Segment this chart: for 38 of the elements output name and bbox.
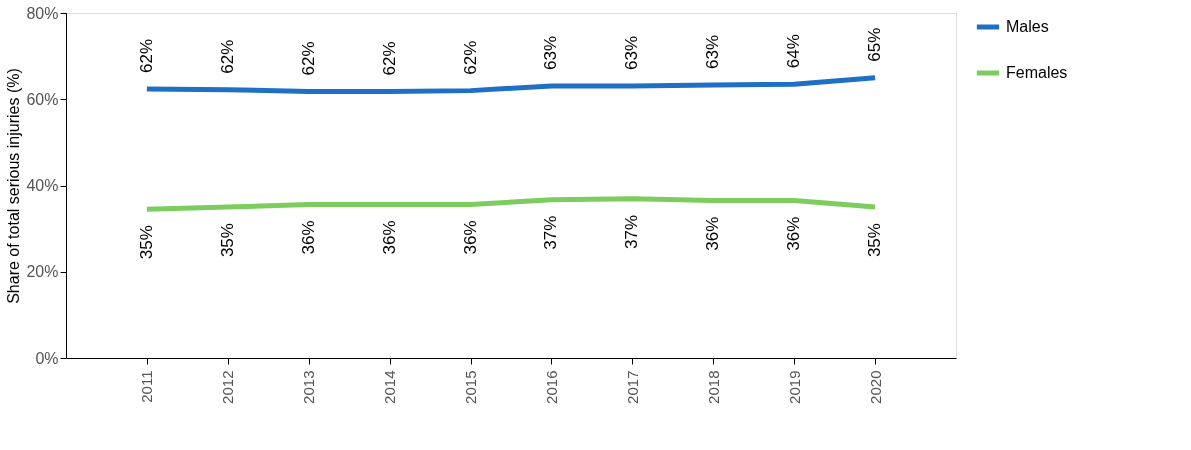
y-tick-label: 60% (26, 90, 59, 108)
data-label: 63% (622, 35, 642, 70)
x-tick-label: 2011 (138, 370, 156, 403)
data-label: 36% (703, 216, 723, 251)
data-label: 65% (865, 27, 885, 62)
data-label: 37% (622, 214, 642, 249)
data-label: 62% (379, 41, 399, 76)
x-tick-label: 2020 (866, 370, 884, 404)
x-tick-label: 2016 (542, 370, 560, 404)
data-label: 37% (541, 215, 561, 250)
data-label: 35% (136, 225, 156, 260)
data-label: 62% (217, 39, 237, 74)
data-label: 36% (379, 220, 399, 255)
data-label: 64% (784, 34, 804, 69)
data-label: 36% (784, 216, 804, 251)
x-tick-label: 2018 (704, 370, 722, 404)
data-label: 63% (703, 34, 723, 70)
data-label: 36% (298, 220, 318, 255)
legend-label: Males (1006, 18, 1049, 35)
x-tick-label: 2019 (785, 370, 803, 404)
x-tick-label: 2017 (623, 370, 641, 404)
y-axis-title: Share of total serious injuries (%) (5, 68, 23, 304)
data-label: 35% (865, 223, 885, 258)
legend-label: Females (1006, 64, 1068, 81)
data-label: 62% (136, 38, 156, 73)
y-tick-label: 80% (26, 4, 59, 22)
data-label: 62% (298, 41, 318, 76)
y-tick-label: 20% (26, 263, 59, 281)
x-tick-label: 2015 (462, 370, 480, 404)
data-label: 35% (217, 223, 237, 258)
data-label: 62% (460, 40, 480, 75)
x-tick-label: 2012 (219, 370, 237, 404)
x-tick-label: 2014 (381, 370, 399, 404)
y-tick-label: 0% (35, 349, 59, 367)
x-tick-label: 2013 (300, 370, 318, 404)
data-label: 63% (541, 35, 561, 70)
y-tick-label: 40% (26, 177, 59, 194)
data-label: 36% (460, 220, 480, 255)
